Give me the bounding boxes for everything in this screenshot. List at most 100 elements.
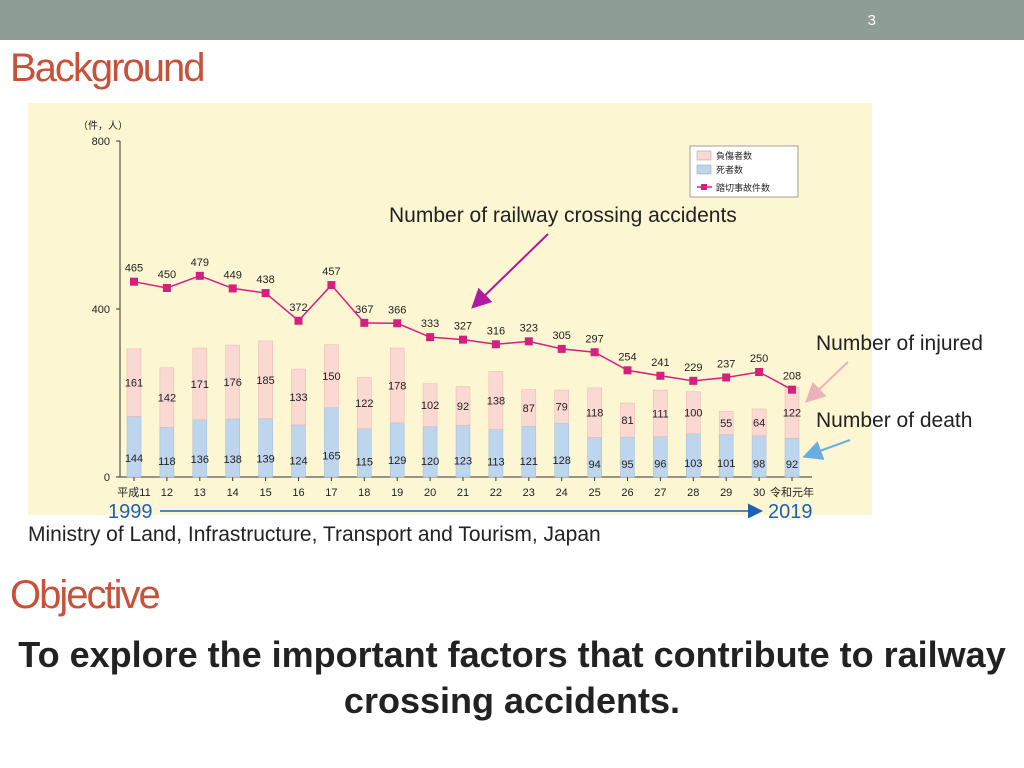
death-bar <box>554 422 569 478</box>
accidents-point <box>393 319 402 328</box>
death-value-label: 123 <box>454 456 472 468</box>
chart-line <box>130 271 796 394</box>
x-tick-label: 23 <box>523 487 535 499</box>
x-tick-label: 令和元年 <box>770 485 814 499</box>
accidents-value-label: 449 <box>224 269 242 281</box>
injured-pointer-arrow <box>805 361 849 403</box>
accidents-value-label: 229 <box>684 362 702 374</box>
accidents-point <box>327 281 336 290</box>
accidents-point <box>195 271 204 280</box>
death-bar <box>620 436 635 478</box>
injured-bar <box>225 344 240 420</box>
accidents-value-label: 237 <box>717 358 735 370</box>
chart-bars <box>126 340 800 478</box>
death-value-label: 136 <box>191 454 209 466</box>
injured-value-label: 64 <box>753 417 765 429</box>
year-end-label: 2019 <box>768 501 813 523</box>
slide-header-bar: 3 <box>0 0 1024 40</box>
injured-bar <box>126 348 142 417</box>
accidents-value-label: 366 <box>388 304 406 316</box>
injured-value-label: 87 <box>523 403 535 415</box>
death-bar <box>653 436 668 478</box>
legend-label: 踏切事故件数 <box>716 182 770 193</box>
accidents-point <box>130 277 138 286</box>
injured-value-label: 138 <box>487 396 505 408</box>
legend-swatch <box>696 150 712 161</box>
y-tick-label: 800 <box>92 136 110 148</box>
death-value-label: 165 <box>322 451 340 463</box>
injured-bar <box>324 344 339 408</box>
injured-value-label: 102 <box>421 400 439 412</box>
accidents-point <box>459 335 467 344</box>
injured-bar <box>291 368 306 426</box>
injured-bar <box>587 387 602 438</box>
accidents-point <box>590 348 599 357</box>
injured-value-label: 178 <box>388 380 406 392</box>
legend-label: 負傷者数 <box>716 150 752 161</box>
death-value-label: 96 <box>654 459 666 471</box>
death-value-label: 144 <box>125 453 143 465</box>
death-bar <box>357 428 372 478</box>
death-bar <box>686 433 701 478</box>
death-bar <box>455 425 471 478</box>
accidents-value-label: 372 <box>289 302 307 314</box>
injured-bar <box>455 386 471 426</box>
death-bar <box>389 422 405 478</box>
injured-value-label: 185 <box>256 375 274 387</box>
injured-value-label: 92 <box>457 401 469 413</box>
injured-callout: Number of injured <box>816 332 983 355</box>
death-value-label: 129 <box>388 455 406 467</box>
x-tick-label: 27 <box>654 487 666 499</box>
x-tick-label: 15 <box>259 487 271 499</box>
accidents-value-label: 327 <box>454 321 472 333</box>
injured-bar <box>521 389 537 427</box>
slide-number: 3 <box>867 12 876 29</box>
injured-bar <box>159 367 175 428</box>
death-bar <box>324 407 339 478</box>
death-value-label: 124 <box>289 455 307 467</box>
death-value-label: 98 <box>753 458 765 470</box>
death-value-label: 113 <box>487 457 505 469</box>
injured-bar <box>357 377 372 429</box>
accidents-point <box>722 373 731 382</box>
death-bar <box>225 418 240 478</box>
death-bar <box>291 424 306 478</box>
source-caption: Ministry of Land, Infrastructure, Transp… <box>28 523 601 546</box>
accidents-point <box>689 376 698 385</box>
accidents-point <box>360 318 369 327</box>
injured-bar <box>258 340 273 419</box>
x-tick-label: 平成11 <box>117 486 150 499</box>
accidents-point <box>755 368 764 376</box>
x-tick-label: 24 <box>556 487 568 499</box>
accidents-value-label: 367 <box>355 304 373 316</box>
death-value-label: 138 <box>224 454 242 466</box>
x-tick-label: 21 <box>457 487 469 499</box>
injured-bar <box>554 389 569 424</box>
injured-bar <box>751 408 767 437</box>
accidents-value-label: 254 <box>618 351 636 363</box>
accidents-point <box>656 371 665 380</box>
objective-title: Objective <box>10 573 161 617</box>
injured-bar <box>686 391 701 434</box>
injured-value-label: 79 <box>556 402 568 414</box>
death-bar <box>159 427 175 478</box>
legend-point-swatch <box>701 184 707 190</box>
x-tick-label: 13 <box>194 487 206 499</box>
x-tick-label: 28 <box>687 487 699 499</box>
accidents-value-label: 297 <box>585 333 603 345</box>
death-callout: Number of death <box>816 409 973 432</box>
death-bar <box>718 434 734 478</box>
x-tick-label: 25 <box>588 487 600 499</box>
accidents-point <box>261 289 270 298</box>
death-value-label: 121 <box>520 456 538 468</box>
injured-value-label: 100 <box>684 408 702 420</box>
death-pointer-arrow <box>802 439 851 460</box>
death-bar <box>751 435 767 478</box>
death-value-label: 128 <box>553 455 571 467</box>
x-tick-label: 14 <box>227 487 239 499</box>
death-value-label: 103 <box>684 458 702 470</box>
injured-value-label: 176 <box>224 377 242 389</box>
death-bar <box>126 416 142 478</box>
